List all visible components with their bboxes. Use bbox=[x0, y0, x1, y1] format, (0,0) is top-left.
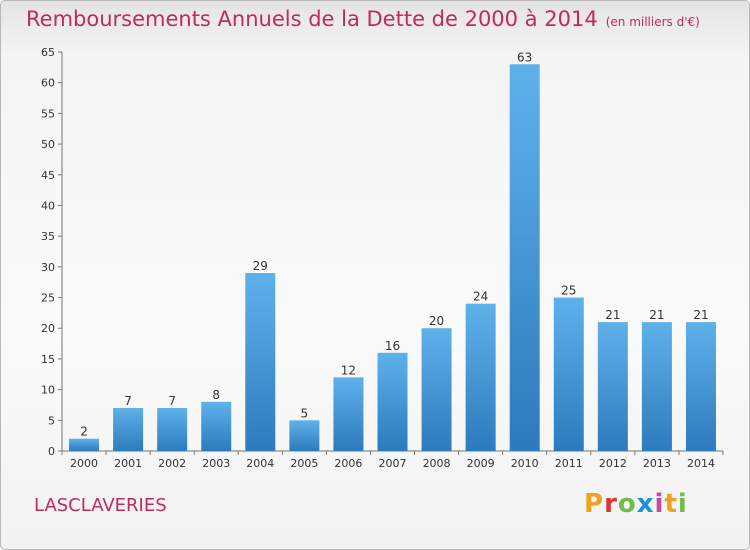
x-tick-label: 2007 bbox=[379, 457, 407, 470]
x-tick-label: 2003 bbox=[202, 457, 230, 470]
bar-value-label: 21 bbox=[605, 308, 620, 322]
x-tick-label: 2012 bbox=[599, 457, 627, 470]
bar-value-label: 5 bbox=[301, 406, 309, 420]
unit-note: (en milliers d'€) bbox=[605, 15, 700, 29]
logo-letter: i bbox=[654, 489, 665, 519]
bar bbox=[421, 328, 452, 451]
y-tick-label: 65 bbox=[41, 46, 55, 59]
logo-letter: x bbox=[636, 489, 655, 519]
y-tick-label: 35 bbox=[41, 230, 55, 243]
logo-letter: o bbox=[617, 489, 637, 519]
y-tick-label: 15 bbox=[41, 353, 55, 366]
bar-value-label: 20 bbox=[429, 314, 444, 328]
y-tick-label: 25 bbox=[41, 292, 55, 305]
y-tick-label: 5 bbox=[48, 414, 55, 427]
bar-value-label: 2 bbox=[80, 425, 88, 439]
logo-letter: P bbox=[584, 489, 605, 519]
bar bbox=[69, 438, 100, 451]
bar-value-label: 29 bbox=[253, 259, 268, 273]
y-tick-label: 55 bbox=[41, 107, 55, 120]
bar bbox=[685, 322, 716, 451]
bar-value-label: 63 bbox=[517, 50, 532, 64]
bar-value-label: 21 bbox=[649, 308, 664, 322]
bar bbox=[157, 408, 188, 451]
bar-value-label: 25 bbox=[561, 284, 576, 298]
bar bbox=[245, 272, 276, 451]
bar bbox=[597, 322, 628, 451]
bar-value-label: 21 bbox=[693, 308, 708, 322]
bar-value-label: 24 bbox=[473, 290, 488, 304]
proxiti-logo: Proxiti bbox=[584, 489, 688, 519]
bar bbox=[377, 352, 408, 451]
bar bbox=[289, 420, 320, 451]
x-tick-label: 2000 bbox=[70, 457, 98, 470]
chart-title: Remboursements Annuels de la Dette de 20… bbox=[26, 7, 700, 31]
y-tick-label: 0 bbox=[48, 445, 55, 458]
bar bbox=[465, 303, 496, 451]
bars: 2 7 7 8 29 5 12 16 20 24 63 25 21 21 21 bbox=[69, 50, 716, 452]
x-tick-label: 2002 bbox=[158, 457, 186, 470]
bar-value-label: 12 bbox=[341, 363, 356, 377]
logo-letter: r bbox=[604, 489, 618, 519]
y-tick-label: 45 bbox=[41, 169, 55, 182]
x-tick-label: 2006 bbox=[334, 457, 362, 470]
y-tick-label: 60 bbox=[41, 77, 55, 90]
y-tick-label: 50 bbox=[41, 138, 55, 151]
bar bbox=[113, 408, 144, 451]
bar-value-label: 7 bbox=[124, 394, 132, 408]
x-tick-label: 2010 bbox=[511, 457, 539, 470]
bar bbox=[201, 401, 232, 451]
x-tick-label: 2005 bbox=[290, 457, 318, 470]
x-tick-label: 2009 bbox=[467, 457, 495, 470]
bar bbox=[509, 64, 540, 452]
x-tick-label: 2004 bbox=[246, 457, 274, 470]
x-tick-label: 2001 bbox=[114, 457, 142, 470]
bar-value-label: 16 bbox=[385, 339, 400, 353]
bar bbox=[333, 377, 364, 451]
logo-letter: t bbox=[664, 489, 678, 519]
logo-letter: i bbox=[677, 489, 688, 519]
y-tick-label: 40 bbox=[41, 199, 55, 212]
x-tick-label: 2013 bbox=[643, 457, 671, 470]
bar-value-label: 8 bbox=[212, 388, 220, 402]
bar bbox=[641, 322, 672, 451]
y-tick-label: 10 bbox=[41, 384, 55, 397]
y-tick-label: 30 bbox=[41, 261, 55, 274]
x-tick-label: 2011 bbox=[555, 457, 583, 470]
y-tick-label: 20 bbox=[41, 322, 55, 335]
commune-name: LASCLAVERIES bbox=[34, 495, 167, 516]
x-tick-label: 2008 bbox=[423, 457, 451, 470]
bar-value-label: 7 bbox=[168, 394, 176, 408]
x-tick-label: 2014 bbox=[687, 457, 715, 470]
bar bbox=[553, 297, 584, 451]
